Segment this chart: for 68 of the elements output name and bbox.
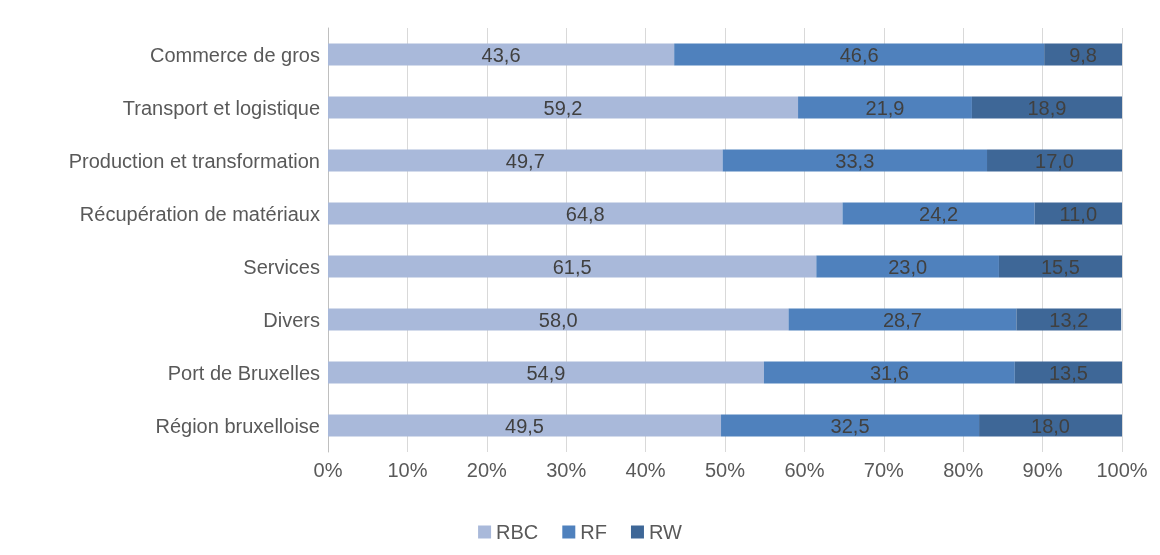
bar: [328, 255, 817, 278]
x-tick-label: 60%: [784, 459, 825, 481]
data-label: 54,9: [526, 361, 566, 384]
data-label: 18,0: [1031, 414, 1071, 437]
y-tick-label: Transport et logistique: [122, 96, 320, 119]
data-label: 21,9: [865, 96, 905, 119]
data-label: 13,2: [1049, 308, 1089, 331]
x-tick-label: 50%: [704, 459, 746, 481]
x-tick-label: 90%: [1022, 459, 1063, 481]
y-tick-label: Commerce de gros: [149, 43, 320, 66]
bar: [971, 96, 1122, 119]
x-tick-label: 30%: [546, 459, 587, 481]
data-label: 24,2: [919, 202, 959, 225]
bar: [328, 308, 789, 331]
bar: [328, 149, 723, 172]
x-tick-label: 20%: [466, 459, 508, 481]
data-label: 64,8: [565, 202, 605, 225]
bar: [798, 96, 972, 119]
bar: [1014, 361, 1122, 384]
bar: [328, 361, 764, 384]
bar: [328, 96, 799, 119]
legend-label: RF: [580, 521, 607, 543]
data-label: 11,0: [1059, 202, 1098, 225]
data-label: 33,3: [835, 149, 875, 172]
data-label: 43,6: [481, 43, 521, 66]
data-label: 61,5: [552, 255, 592, 278]
bar: [998, 255, 1122, 278]
data-label: 31,6: [869, 361, 909, 384]
y-tick-label: Port de Bruxelles: [167, 361, 320, 384]
bar: [816, 255, 999, 278]
y-tick-label: Région bruxelloise: [155, 414, 320, 437]
data-label: 28,7: [882, 308, 922, 331]
data-label: 32,5: [830, 414, 870, 437]
bar: [987, 149, 1122, 172]
y-tick-label: Production et transformation: [68, 149, 320, 172]
y-tick-label: Divers: [263, 308, 320, 331]
bar: [842, 202, 1035, 225]
data-label: 17,0: [1035, 149, 1074, 172]
bar: [979, 414, 1122, 437]
data-label: 23,0: [888, 255, 928, 278]
data-label: 59,2: [543, 96, 583, 119]
x-tick-label: 40%: [625, 459, 666, 481]
bar: [328, 202, 843, 225]
x-tick-label: 70%: [863, 459, 905, 481]
x-tick-label: 80%: [943, 459, 984, 481]
data-label: 46,6: [839, 43, 879, 66]
x-tick-label: 100%: [1096, 459, 1148, 481]
bar: [788, 308, 1017, 331]
data-label: 49,5: [505, 414, 544, 437]
bar: [722, 149, 988, 172]
y-tick-label: Récupération de matériaux: [79, 202, 320, 225]
data-label: 18,9: [1027, 96, 1067, 119]
data-label: 49,7: [505, 149, 545, 172]
data-label: 15,5: [1041, 255, 1080, 278]
data-label: 58,0: [538, 308, 578, 331]
x-tick-label: 0%: [313, 459, 343, 481]
bar: [721, 414, 980, 437]
data-label: 13,5: [1048, 361, 1088, 384]
bar: [763, 361, 1015, 384]
bar: [328, 43, 675, 66]
bar: [1016, 308, 1122, 331]
legend-label: RBC: [496, 521, 539, 543]
bar: [328, 414, 722, 437]
data-label: 9,8: [1069, 43, 1097, 66]
legend-label: RW: [648, 521, 683, 543]
bar: [674, 43, 1045, 66]
x-tick-label: 10%: [387, 459, 428, 481]
y-tick-label: Services: [243, 255, 320, 278]
